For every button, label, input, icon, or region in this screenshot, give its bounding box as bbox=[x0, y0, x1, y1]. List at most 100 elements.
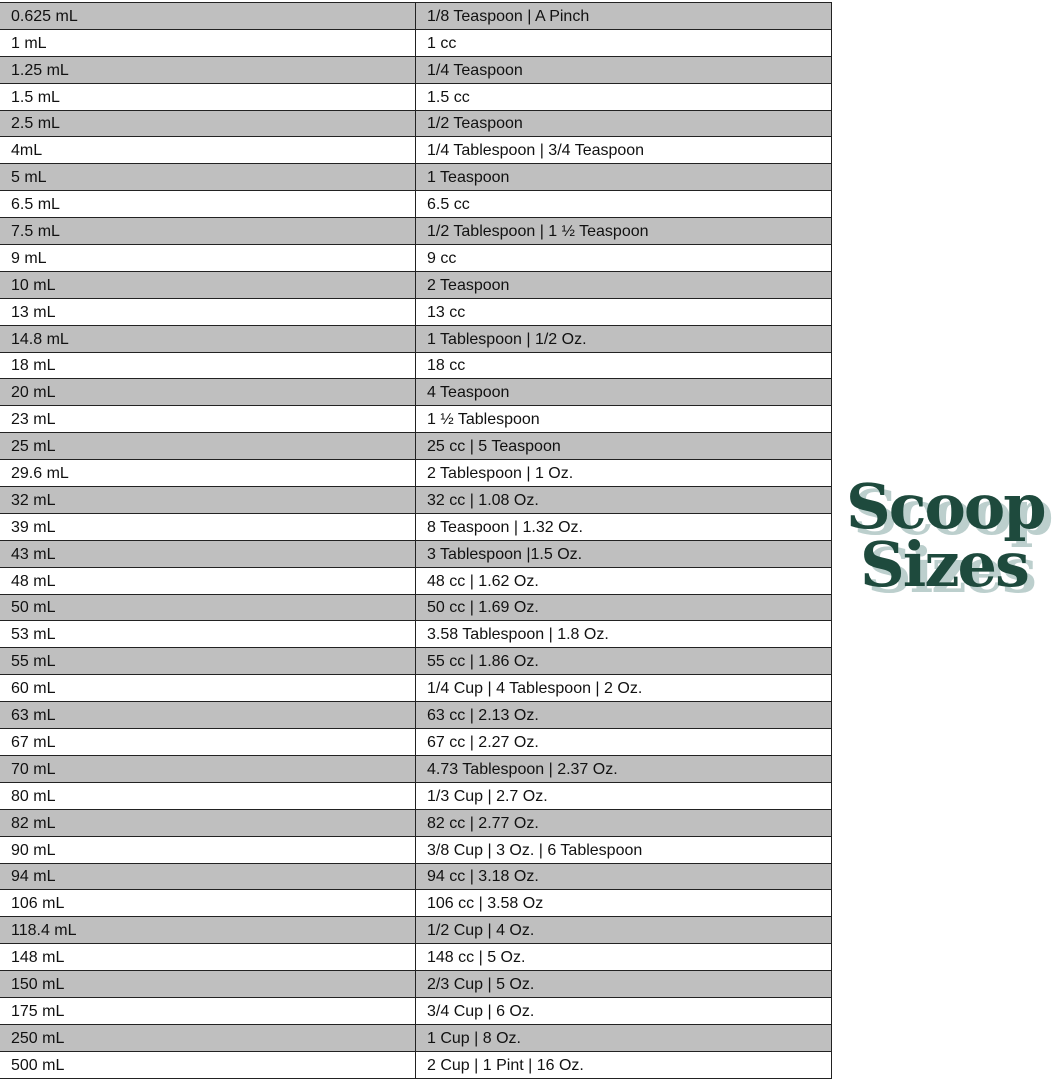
table-row: 150 mL 2/3 Cup | 5 Oz. bbox=[0, 970, 832, 998]
metric-volume-cell: 1.5 mL bbox=[0, 82, 416, 111]
table-row: 29.6 mL 2 Tablespoon | 1 Oz. bbox=[0, 459, 832, 488]
equivalent-cell: 1/3 Cup | 2.7 Oz. bbox=[415, 781, 832, 810]
equivalent-cell: 1 Cup | 8 Oz. bbox=[415, 1023, 832, 1052]
metric-volume-cell: 1 mL bbox=[0, 28, 416, 57]
table-row: 20 mL 4 Teaspoon bbox=[0, 378, 832, 407]
table-row: 80 mL 1/3 Cup | 2.7 Oz. bbox=[0, 781, 832, 810]
table-row: 250 mL 1 Cup | 8 Oz. bbox=[0, 1023, 832, 1052]
metric-volume-cell: 0.625 mL bbox=[0, 2, 416, 30]
table-row: 43 mL 3 Tablespoon |1.5 Oz. bbox=[0, 539, 832, 568]
equivalent-cell: 1/2 Teaspoon bbox=[415, 109, 832, 138]
metric-volume-cell: 118.4 mL bbox=[0, 916, 416, 945]
equivalent-cell: 1/8 Teaspoon | A Pinch bbox=[415, 2, 832, 30]
table-row: 50 mL 50 cc | 1.69 Oz. bbox=[0, 593, 832, 622]
equivalent-cell: 4.73 Tablespoon | 2.37 Oz. bbox=[415, 754, 832, 783]
scoop-sizes-logo: Scoop Sizes bbox=[846, 470, 1063, 596]
metric-volume-cell: 50 mL bbox=[0, 593, 416, 622]
equivalent-cell: 8 Teaspoon | 1.32 Oz. bbox=[415, 512, 832, 541]
table-row: 82 mL 82 cc | 2.77 Oz. bbox=[0, 808, 832, 837]
metric-volume-cell: 1.25 mL bbox=[0, 55, 416, 84]
table-row: 1.5 mL 1.5 cc bbox=[0, 82, 832, 111]
metric-volume-cell: 53 mL bbox=[0, 620, 416, 649]
table-row: 60 mL 1/4 Cup | 4 Tablespoon | 2 Oz. bbox=[0, 674, 832, 703]
metric-volume-cell: 25 mL bbox=[0, 432, 416, 461]
table-row: 7.5 mL 1/2 Tablespoon | 1 ½ Teaspoon bbox=[0, 217, 832, 246]
table-row: 25 mL 25 cc | 5 Teaspoon bbox=[0, 432, 832, 461]
metric-volume-cell: 150 mL bbox=[0, 970, 416, 998]
scoop-size-table: 0.625 mL 1/8 Teaspoon | A Pinch 1 mL 1 cc 1.… bbox=[0, 2, 832, 1079]
table-row: 13 mL 13 cc bbox=[0, 297, 832, 326]
equivalent-cell: 3 Tablespoon |1.5 Oz. bbox=[415, 539, 832, 568]
equivalent-cell: 106 cc | 3.58 Oz bbox=[415, 889, 832, 918]
equivalent-cell: 32 cc | 1.08 Oz. bbox=[415, 486, 832, 514]
equivalent-cell: 50 cc | 1.69 Oz. bbox=[415, 593, 832, 622]
table-row: 5 mL 1 Teaspoon bbox=[0, 163, 832, 192]
table-row: 2.5 mL 1/2 Teaspoon bbox=[0, 109, 832, 138]
table-row: 148 mL 148 cc | 5 Oz. bbox=[0, 943, 832, 972]
equivalent-cell: 6.5 cc bbox=[415, 190, 832, 219]
metric-volume-cell: 250 mL bbox=[0, 1023, 416, 1052]
metric-volume-cell: 175 mL bbox=[0, 996, 416, 1025]
table-row: 94 mL 94 cc | 3.18 Oz. bbox=[0, 862, 832, 891]
table-row: 32 mL 32 cc | 1.08 Oz. bbox=[0, 486, 832, 514]
metric-volume-cell: 82 mL bbox=[0, 808, 416, 837]
table-row: 106 mL 106 cc | 3.58 Oz bbox=[0, 889, 832, 918]
table-row: 48 mL 48 cc | 1.62 Oz. bbox=[0, 566, 832, 595]
equivalent-cell: 2/3 Cup | 5 Oz. bbox=[415, 970, 832, 998]
metric-volume-cell: 39 mL bbox=[0, 512, 416, 541]
equivalent-cell: 13 cc bbox=[415, 297, 832, 326]
metric-volume-cell: 29.6 mL bbox=[0, 459, 416, 488]
metric-volume-cell: 70 mL bbox=[0, 754, 416, 783]
metric-volume-cell: 20 mL bbox=[0, 378, 416, 407]
table-row: 18 mL 18 cc bbox=[0, 351, 832, 380]
equivalent-cell: 2 Cup | 1 Pint | 16 Oz. bbox=[415, 1050, 832, 1079]
equivalent-cell: 3/8 Cup | 3 Oz. | 6 Tablespoon bbox=[415, 835, 832, 864]
metric-volume-cell: 4mL bbox=[0, 136, 416, 165]
metric-volume-cell: 18 mL bbox=[0, 351, 416, 380]
equivalent-cell: 82 cc | 2.77 Oz. bbox=[415, 808, 832, 837]
table-row: 39 mL 8 Teaspoon | 1.32 Oz. bbox=[0, 512, 832, 541]
table-row: 4mL 1/4 Tablespoon | 3/4 Teaspoon bbox=[0, 136, 832, 165]
metric-volume-cell: 67 mL bbox=[0, 728, 416, 756]
table-row: 175 mL 3/4 Cup | 6 Oz. bbox=[0, 996, 832, 1025]
metric-volume-cell: 7.5 mL bbox=[0, 217, 416, 246]
equivalent-cell: 63 cc | 2.13 Oz. bbox=[415, 701, 832, 730]
metric-volume-cell: 500 mL bbox=[0, 1050, 416, 1079]
equivalent-cell: 9 cc bbox=[415, 244, 832, 272]
equivalent-cell: 1/4 Teaspoon bbox=[415, 55, 832, 84]
equivalent-cell: 1/2 Tablespoon | 1 ½ Teaspoon bbox=[415, 217, 832, 246]
table-row: 14.8 mL 1 Tablespoon | 1/2 Oz. bbox=[0, 324, 832, 353]
equivalent-cell: 2 Teaspoon bbox=[415, 270, 832, 299]
metric-volume-cell: 48 mL bbox=[0, 566, 416, 595]
metric-volume-cell: 32 mL bbox=[0, 486, 416, 514]
table-row: 90 mL 3/8 Cup | 3 Oz. | 6 Tablespoon bbox=[0, 835, 832, 864]
equivalent-cell: 1 ½ Tablespoon bbox=[415, 405, 832, 434]
table-row: 6.5 mL 6.5 cc bbox=[0, 190, 832, 219]
equivalent-cell: 25 cc | 5 Teaspoon bbox=[415, 432, 832, 461]
equivalent-cell: 1/4 Tablespoon | 3/4 Teaspoon bbox=[415, 136, 832, 165]
equivalent-cell: 1/4 Cup | 4 Tablespoon | 2 Oz. bbox=[415, 674, 832, 703]
table-row: 63 mL 63 cc | 2.13 Oz. bbox=[0, 701, 832, 730]
equivalent-cell: 4 Teaspoon bbox=[415, 378, 832, 407]
metric-volume-cell: 148 mL bbox=[0, 943, 416, 972]
table-row: 500 mL 2 Cup | 1 Pint | 16 Oz. bbox=[0, 1050, 832, 1079]
logo-line-1: Scoop bbox=[846, 470, 1047, 543]
metric-volume-cell: 13 mL bbox=[0, 297, 416, 326]
table-row: 70 mL 4.73 Tablespoon | 2.37 Oz. bbox=[0, 754, 832, 783]
metric-volume-cell: 43 mL bbox=[0, 539, 416, 568]
table-row: 1 mL 1 cc bbox=[0, 28, 832, 57]
equivalent-cell: 3.58 Tablespoon | 1.8 Oz. bbox=[415, 620, 832, 649]
table-row: 23 mL 1 ½ Tablespoon bbox=[0, 405, 832, 434]
table-row: 0.625 mL 1/8 Teaspoon | A Pinch bbox=[0, 2, 832, 30]
equivalent-cell: 3/4 Cup | 6 Oz. bbox=[415, 996, 832, 1025]
equivalent-cell: 55 cc | 1.86 Oz. bbox=[415, 647, 832, 676]
equivalent-cell: 67 cc | 2.27 Oz. bbox=[415, 728, 832, 756]
equivalent-cell: 1 Teaspoon bbox=[415, 163, 832, 192]
metric-volume-cell: 80 mL bbox=[0, 781, 416, 810]
table-row: 118.4 mL 1/2 Cup | 4 Oz. bbox=[0, 916, 832, 945]
metric-volume-cell: 6.5 mL bbox=[0, 190, 416, 219]
equivalent-cell: 1 cc bbox=[415, 28, 832, 57]
equivalent-cell: 48 cc | 1.62 Oz. bbox=[415, 566, 832, 595]
table-row: 9 mL 9 cc bbox=[0, 244, 832, 272]
metric-volume-cell: 10 mL bbox=[0, 270, 416, 299]
